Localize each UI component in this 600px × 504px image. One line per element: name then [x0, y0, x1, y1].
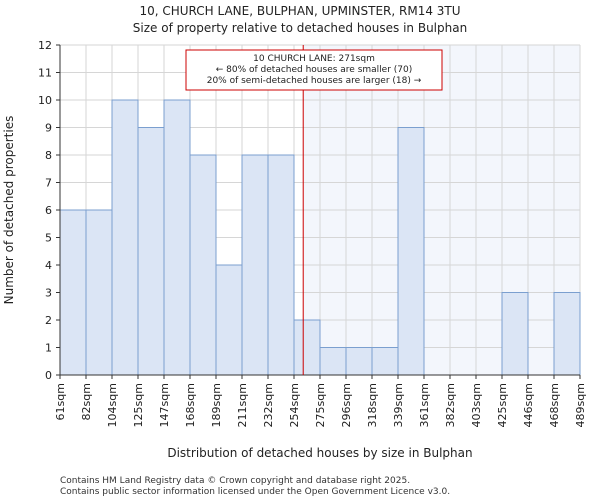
x-tick-label: 104sqm: [106, 383, 119, 427]
y-tick-label: 5: [45, 232, 52, 245]
y-tick-label: 9: [45, 122, 52, 135]
y-tick-label: 6: [45, 204, 52, 217]
x-tick-label: 275sqm: [314, 383, 327, 427]
y-tick-label: 12: [38, 39, 52, 52]
bar-318sqm: [371, 347, 399, 376]
x-tick-label: 425sqm: [496, 383, 509, 427]
annotation-box: 10 CHURCH LANE: 271sqm ← 80% of detached…: [185, 49, 443, 91]
bar-211sqm: [241, 154, 269, 376]
bars: [59, 99, 581, 376]
y-tick-label: 0: [45, 369, 52, 382]
bar-147sqm: [163, 99, 191, 376]
bar-125sqm: [137, 127, 165, 376]
bar-232sqm: [267, 154, 295, 376]
bar-425sqm: [501, 292, 529, 376]
y-tick-label: 2: [45, 314, 52, 327]
chart-title: 10, CHURCH LANE, BULPHAN, UPMINSTER, RM1…: [139, 4, 460, 18]
x-tick-label: 168sqm: [184, 383, 197, 427]
x-tick-label: 296sqm: [340, 383, 353, 427]
x-tick-label: 382sqm: [444, 383, 457, 427]
bar-296sqm: [345, 347, 373, 376]
bar-468sqm: [553, 292, 581, 376]
bar-61sqm: [59, 209, 87, 376]
y-tick-label: 7: [45, 177, 52, 190]
x-tick-label: 403sqm: [470, 383, 483, 427]
bar-254sqm: [293, 319, 321, 376]
x-tick-label: 232sqm: [262, 383, 275, 427]
x-tick-label: 82sqm: [80, 383, 93, 420]
y-axis-label: Number of detached properties: [2, 116, 16, 305]
y-tick-label: 3: [45, 287, 52, 300]
x-tick-label: 468sqm: [548, 383, 561, 427]
footer-line-1: Contains HM Land Registry data © Crown c…: [60, 476, 410, 486]
x-tick-label: 189sqm: [210, 383, 223, 427]
x-tick-label: 489sqm: [574, 383, 587, 427]
y-tick-label: 10: [38, 94, 52, 107]
x-tick-label: 446sqm: [522, 383, 535, 427]
annotation-line-1: 10 CHURCH LANE: 271sqm: [253, 54, 375, 64]
annotation-line-2: ← 80% of detached houses are smaller (70…: [216, 65, 413, 75]
annotation-line-3: 20% of semi-detached houses are larger (…: [207, 76, 422, 86]
y-tick-label: 1: [45, 342, 52, 355]
x-tick-label: 254sqm: [288, 383, 301, 427]
bar-275sqm: [319, 347, 347, 376]
bar-104sqm: [111, 99, 139, 376]
x-axis-ticks: 61sqm 82sqm 104sqm 125sqm 147sqm 168sqm 189sqm…: [54, 375, 587, 427]
footer-line-2: Contains public sector information licen…: [60, 487, 450, 497]
bar-82sqm: [85, 209, 113, 376]
bar-189sqm: [215, 264, 243, 376]
y-tick-label: 4: [45, 259, 52, 272]
y-tick-label: 11: [38, 67, 52, 80]
chart-subtitle: Size of property relative to detached ho…: [133, 21, 467, 35]
x-tick-label: 125sqm: [132, 383, 145, 427]
bar-339sqm: [397, 127, 425, 376]
x-tick-label: 339sqm: [392, 383, 405, 427]
x-tick-label: 147sqm: [158, 383, 171, 427]
x-axis-label: Distribution of detached houses by size …: [167, 446, 472, 460]
y-tick-label: 8: [45, 149, 52, 162]
x-tick-label: 211sqm: [236, 383, 249, 427]
x-tick-label: 318sqm: [366, 383, 379, 427]
bar-168sqm: [189, 154, 217, 376]
x-tick-label: 61sqm: [54, 383, 67, 420]
x-tick-label: 361sqm: [418, 383, 431, 427]
